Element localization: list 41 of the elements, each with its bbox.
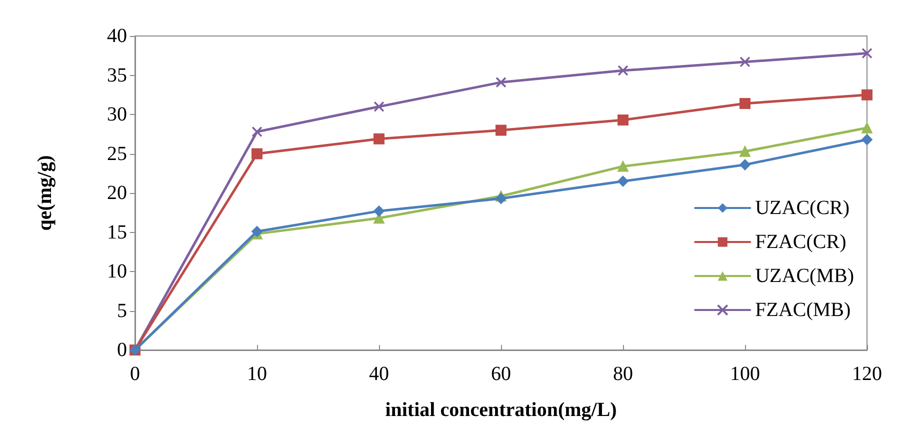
point: [496, 76, 506, 88]
y-tick-label: 25: [107, 142, 127, 165]
point: [862, 48, 872, 59]
y-tick-label: 10: [107, 260, 127, 282]
point: [374, 101, 384, 112]
x-tick-label: 80: [613, 363, 633, 385]
x-tick-label: 10: [247, 363, 267, 385]
point: [740, 56, 750, 68]
y-axis-title: qe(mg/g): [34, 155, 56, 231]
point: [374, 206, 384, 217]
x-tick-label: 120: [852, 363, 882, 385]
point: [252, 148, 262, 160]
y-tick-label: 5: [117, 300, 127, 322]
legend-label: UZAC(MB): [755, 265, 854, 287]
legend-label: FZAC(MB): [755, 299, 851, 321]
point: [496, 124, 506, 136]
y-tick-label: 30: [107, 104, 127, 126]
point: [740, 98, 750, 110]
y-tick-label: 40: [107, 25, 127, 47]
x-tick-label: 100: [730, 363, 760, 385]
x-axis-title: initial concentration(mg/L): [385, 399, 617, 421]
point: [252, 126, 262, 138]
point: [618, 65, 628, 76]
legend-label: UZAC(CR): [755, 197, 850, 219]
point: [618, 160, 628, 172]
x-tick-label: 40: [369, 363, 389, 385]
point: [862, 122, 872, 134]
y-tick-label: 15: [107, 221, 127, 244]
point: [862, 89, 872, 100]
point: [374, 133, 384, 144]
point: [862, 134, 872, 146]
point: [740, 146, 750, 157]
y-tick-label: 0: [117, 339, 127, 361]
point: [618, 176, 628, 187]
point: [252, 226, 262, 237]
legend-label: FZAC(CR): [755, 231, 846, 253]
point: [618, 114, 628, 126]
point: [740, 159, 750, 170]
y-tick-label: 35: [107, 64, 127, 86]
y-tick-label: 20: [107, 182, 127, 204]
x-tick-label: 60: [491, 363, 511, 385]
